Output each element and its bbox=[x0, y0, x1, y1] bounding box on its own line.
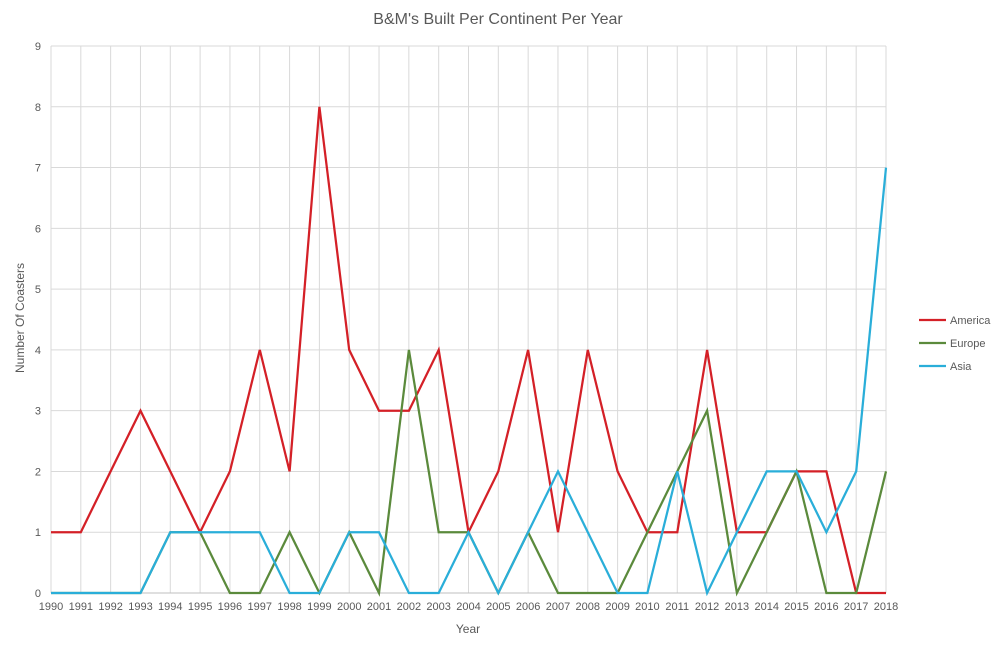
gridlines bbox=[50, 45, 887, 594]
y-tick-label: 5 bbox=[35, 284, 41, 296]
legend: America Europe Asia bbox=[919, 315, 991, 373]
y-axis-title: Number Of Coasters bbox=[13, 263, 27, 373]
x-tick-label: 1995 bbox=[188, 601, 212, 613]
series-line-asia bbox=[51, 167, 888, 597]
x-tick-label: 2002 bbox=[397, 601, 421, 613]
x-tick-label: 2007 bbox=[546, 601, 570, 613]
x-tick-label: 1990 bbox=[39, 601, 63, 613]
legend-label-america: America bbox=[950, 315, 991, 327]
y-tick-label: 8 bbox=[35, 102, 41, 114]
x-tick-label: 2010 bbox=[635, 601, 659, 613]
x-tick-label: 1998 bbox=[277, 601, 301, 613]
x-tick-label: 2004 bbox=[456, 601, 480, 613]
series-lines bbox=[51, 106, 888, 597]
x-tick-label: 2011 bbox=[665, 601, 689, 613]
x-tick-label: 2000 bbox=[337, 601, 361, 613]
x-tick-label: 2005 bbox=[486, 601, 510, 613]
y-tick-label: 1 bbox=[35, 527, 41, 539]
y-tick-label: 9 bbox=[35, 41, 41, 53]
x-tick-label: 1994 bbox=[158, 601, 182, 613]
x-tick-label: 1997 bbox=[248, 601, 272, 613]
x-tick-label: 1993 bbox=[128, 601, 152, 613]
x-tick-label: 2008 bbox=[576, 601, 600, 613]
x-axis-ticks: 1990 1991 1992 1993 1994 1995 1996 1997 1998 1999… bbox=[39, 601, 898, 613]
x-tick-label: 2016 bbox=[814, 601, 838, 613]
x-tick-label: 1992 bbox=[98, 601, 122, 613]
x-tick-label: 1999 bbox=[307, 601, 331, 613]
x-tick-label: 2014 bbox=[754, 601, 778, 613]
x-tick-label: 2006 bbox=[516, 601, 540, 613]
y-tick-label: 3 bbox=[35, 406, 41, 418]
x-tick-label: 2012 bbox=[695, 601, 719, 613]
x-tick-label: 2013 bbox=[725, 601, 749, 613]
legend-label-asia: Asia bbox=[950, 361, 972, 373]
y-tick-label: 7 bbox=[35, 163, 41, 175]
x-tick-label: 1996 bbox=[218, 601, 242, 613]
y-tick-label: 4 bbox=[35, 345, 41, 357]
x-tick-label: 2018 bbox=[874, 601, 898, 613]
x-tick-label: 2009 bbox=[605, 601, 629, 613]
legend-label-europe: Europe bbox=[950, 338, 985, 350]
x-tick-label: 1991 bbox=[69, 601, 93, 613]
y-tick-label: 0 bbox=[35, 588, 41, 600]
y-axis-ticks: 0 1 2 3 4 5 6 7 8 9 bbox=[35, 41, 41, 600]
y-tick-label: 6 bbox=[35, 223, 41, 235]
chart-title: B&M's Built Per Continent Per Year bbox=[373, 11, 623, 28]
x-tick-label: 2015 bbox=[784, 601, 808, 613]
x-tick-label: 2003 bbox=[426, 601, 450, 613]
y-tick-label: 2 bbox=[35, 466, 41, 478]
x-axis-title: Year bbox=[456, 622, 480, 636]
x-tick-label: 2001 bbox=[367, 601, 391, 613]
x-tick-label: 2017 bbox=[844, 601, 868, 613]
